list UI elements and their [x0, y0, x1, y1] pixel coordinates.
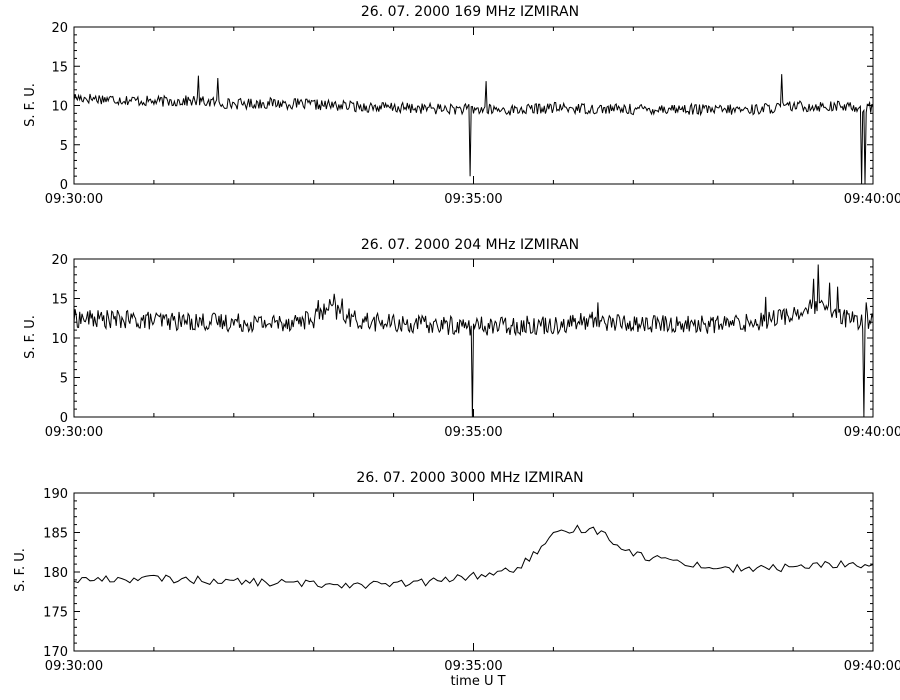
- x-tick-label-204mhz-0: 09:30:00: [45, 425, 103, 440]
- x-tick-label-169mhz-1: 09:35:00: [444, 192, 502, 207]
- y-ticks-169mhz: 0 5 10 15 20: [51, 21, 873, 193]
- x-ticks-3000mhz: 09:30:00 09:35:00 09:40:00: [45, 493, 900, 674]
- y-tick-label-3000mhz-3: 185: [43, 527, 68, 542]
- panel-ylabel-204mhz: S. F. U.: [23, 315, 38, 359]
- x-ticks-204mhz: 09:30:00 09:35:00 09:40:00: [45, 259, 900, 440]
- x-tick-label-3000mhz-1: 09:35:00: [444, 659, 502, 674]
- x-axis-label: time U T: [450, 674, 505, 689]
- y-ticks-204mhz: 0 5 10 15 20: [51, 253, 873, 426]
- y-tick-label-204mhz-2: 10: [51, 332, 68, 347]
- y-tick-label-3000mhz-0: 170: [43, 645, 68, 660]
- panel-ylabel-169mhz: S. F. U.: [23, 83, 38, 127]
- panel-title-169mhz: 26. 07. 2000 169 MHz IZMIRAN: [361, 4, 579, 20]
- y-tick-label-3000mhz-2: 180: [43, 566, 68, 581]
- panel-ylabel-3000mhz: S. F. U.: [13, 548, 28, 592]
- series-line-3000mhz: [73, 524, 874, 590]
- y-tick-label-169mhz-0: 0: [60, 178, 68, 193]
- y-tick-label-169mhz-1: 5: [60, 139, 68, 154]
- y-tick-label-169mhz-3: 15: [51, 60, 68, 75]
- y-tick-label-169mhz-4: 20: [51, 21, 68, 36]
- x-tick-label-204mhz-2: 09:40:00: [844, 425, 900, 440]
- panel-title-3000mhz: 26. 07. 2000 3000 MHz IZMIRAN: [356, 470, 583, 486]
- y-tick-label-204mhz-3: 15: [51, 293, 68, 308]
- y-tick-label-169mhz-2: 10: [51, 100, 68, 115]
- series-line-204mhz: [73, 264, 874, 418]
- y-tick-label-204mhz-4: 20: [51, 253, 68, 268]
- x-tick-label-169mhz-0: 09:30:00: [45, 192, 103, 207]
- y-tick-label-3000mhz-4: 190: [43, 487, 68, 502]
- x-tick-label-169mhz-2: 09:40:00: [844, 192, 900, 207]
- plot-frame-169mhz: [73, 26, 874, 185]
- y-tick-label-204mhz-0: 0: [60, 411, 68, 426]
- x-tick-label-3000mhz-2: 09:40:00: [844, 659, 900, 674]
- panel-3000mhz: 26. 07. 2000 3000 MHz IZMIRAN S. F. U. 1…: [13, 470, 900, 689]
- y-tick-label-3000mhz-1: 175: [43, 606, 68, 621]
- panel-title-204mhz: 26. 07. 2000 204 MHz IZMIRAN: [361, 237, 579, 253]
- panel-204mhz: 26. 07. 2000 204 MHz IZMIRAN S. F. U. 0 5…: [23, 237, 900, 440]
- panel-169mhz: 26. 07. 2000 169 MHz IZMIRAN S. F. U. 0 5…: [23, 4, 900, 207]
- x-ticks-169mhz: 09:30:00 09:35:00 09:40:00: [45, 27, 900, 207]
- x-tick-label-204mhz-1: 09:35:00: [444, 425, 502, 440]
- x-tick-label-3000mhz-0: 09:30:00: [45, 659, 103, 674]
- series-line-169mhz: [73, 74, 874, 185]
- y-tick-label-204mhz-1: 5: [60, 372, 68, 387]
- y-ticks-3000mhz: 170 175 180 185 190: [43, 487, 873, 660]
